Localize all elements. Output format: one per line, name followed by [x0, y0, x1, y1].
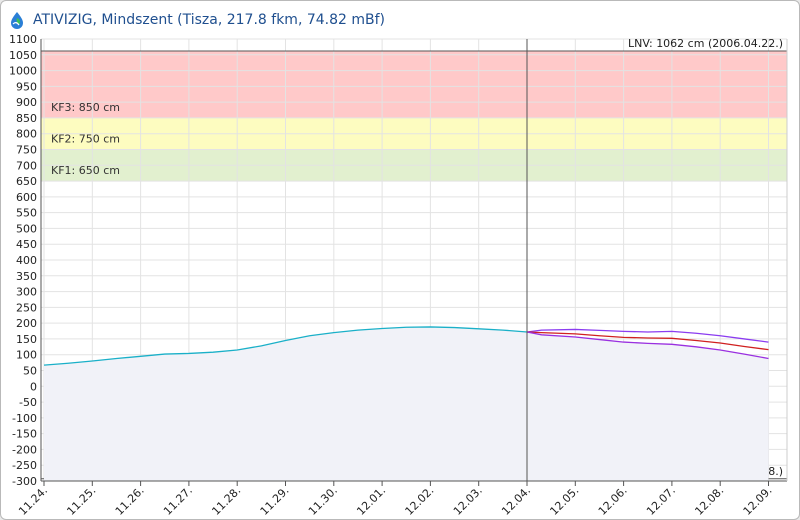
y-tick-label: -300 — [12, 475, 37, 488]
zone-label: KF3: 850 cm — [51, 101, 120, 114]
y-tick-label: 550 — [16, 207, 37, 220]
x-tick-label: 12.04. — [499, 484, 533, 518]
y-tick-label: -100 — [12, 412, 37, 425]
x-tick-label: 12.01. — [354, 484, 388, 518]
y-tick-label: 900 — [16, 96, 37, 109]
series-line — [43, 326, 528, 366]
y-tick-label: 700 — [16, 159, 37, 172]
chart-header: ATIVIZIG, Mindszent (Tisza, 217.8 fkm, 7… — [7, 7, 385, 33]
x-tick-label: 11.24. — [16, 484, 50, 518]
x-tick-label: 11.26. — [113, 484, 147, 518]
y-tick-label: -200 — [12, 443, 37, 456]
y-tick-label: 650 — [16, 175, 37, 188]
x-tick-label: 11.27. — [161, 484, 195, 518]
y-tick-label: 850 — [16, 112, 37, 125]
y-tick-label: 750 — [16, 144, 37, 157]
x-tick-label: 12.06. — [596, 484, 630, 518]
zone-label: KF1: 650 cm — [51, 164, 120, 177]
zone-label: KF2: 750 cm — [51, 133, 120, 146]
y-tick-label: -50 — [19, 396, 37, 409]
x-tick-label: 11.25. — [64, 484, 98, 518]
x-tick-label: 12.08. — [692, 484, 726, 518]
y-tick-label: 200 — [16, 317, 37, 330]
x-tick-label: 12.05. — [547, 484, 581, 518]
x-tick-label: 12.02. — [403, 484, 437, 518]
y-tick-label: -250 — [12, 459, 37, 472]
y-tick-label: 100 — [16, 349, 37, 362]
lnv-label: LNV: 1062 cm (2006.04.22.) — [628, 37, 783, 50]
series-line — [526, 331, 769, 351]
water-drop-leaf-icon — [11, 12, 23, 29]
series-line — [526, 331, 769, 360]
y-tick-label: 950 — [16, 80, 37, 93]
y-tick-label: 500 — [16, 222, 37, 235]
y-tick-label: 50 — [23, 365, 37, 378]
x-tick-label: 12.03. — [451, 484, 485, 518]
y-tick-label: 1050 — [9, 49, 37, 62]
chart-title: ATIVIZIG, Mindszent (Tisza, 217.8 fkm, 7… — [33, 12, 386, 28]
y-tick-label: 1000 — [9, 65, 37, 78]
x-tick-label: 11.28. — [209, 484, 243, 518]
y-tick-label: -150 — [12, 428, 37, 441]
x-tick-label: 11.30. — [306, 484, 340, 518]
y-tick-label: 350 — [16, 270, 37, 283]
y-tick-label: 250 — [16, 301, 37, 314]
level-area — [44, 326, 769, 481]
y-tick-label: 1100 — [9, 33, 37, 46]
y-tick-label: 450 — [16, 238, 37, 251]
y-tick-label: 150 — [16, 333, 37, 346]
y-tick-label: 800 — [16, 128, 37, 141]
y-tick-label: 400 — [16, 254, 37, 267]
y-tick-label: 300 — [16, 286, 37, 299]
x-tick-label: 11.29. — [258, 484, 292, 518]
y-tick-label: 0 — [30, 380, 37, 393]
x-tick-label: 12.07. — [644, 484, 678, 518]
x-tick-label: 12.09. — [741, 484, 775, 518]
y-tick-label: 600 — [16, 191, 37, 204]
zone-band — [41, 50, 787, 118]
series-line — [526, 328, 769, 343]
